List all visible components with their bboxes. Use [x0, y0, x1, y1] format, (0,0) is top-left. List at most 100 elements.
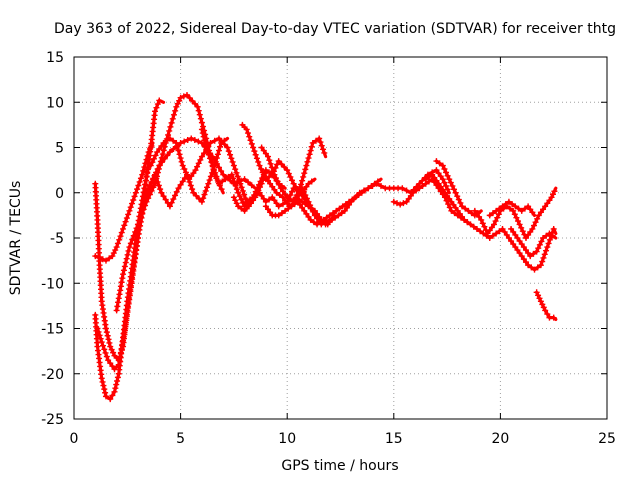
data-point [242, 195, 249, 202]
data-point [261, 172, 268, 179]
data-point [144, 170, 151, 177]
data-point [499, 203, 506, 210]
series-track-1 [92, 97, 166, 364]
data-point [441, 179, 448, 186]
data-point [101, 386, 108, 393]
data-point [510, 207, 517, 214]
data-point [155, 165, 162, 172]
data-point [195, 160, 202, 167]
data-point [137, 213, 144, 220]
data-point [165, 131, 172, 138]
data-point [282, 197, 289, 204]
series-track-14 [390, 176, 558, 273]
data-point [190, 170, 197, 177]
data-point [273, 189, 280, 196]
data-point [534, 264, 541, 271]
data-point [118, 229, 125, 236]
data-point [109, 253, 116, 260]
data-point [157, 158, 164, 165]
data-point [241, 191, 248, 198]
data-point [116, 357, 123, 364]
data-point [125, 247, 132, 254]
data-point [477, 228, 484, 235]
data-point [150, 184, 157, 191]
data-point [489, 232, 496, 239]
data-point [437, 183, 444, 190]
data-point [123, 255, 130, 262]
data-point [550, 314, 557, 321]
data-point [273, 175, 280, 182]
data-point [130, 232, 137, 239]
data-point [158, 189, 165, 196]
data-point [177, 94, 184, 101]
data-point [246, 133, 253, 140]
data-point [195, 138, 202, 145]
data-point [192, 167, 199, 174]
data-point [156, 146, 163, 153]
data-point [142, 160, 149, 167]
data-point [539, 301, 546, 308]
data-point [201, 191, 208, 198]
data-point [527, 228, 534, 235]
data-point [176, 151, 183, 158]
data-point [188, 173, 195, 180]
data-point [512, 203, 519, 210]
data-point [491, 221, 498, 228]
data-point [148, 142, 155, 149]
data-point [238, 205, 245, 212]
data-point [120, 271, 127, 278]
data-point [206, 177, 213, 184]
data-point [544, 200, 551, 207]
data-point [281, 164, 288, 171]
data-point [307, 147, 314, 154]
data-point [134, 186, 141, 193]
data-point [533, 248, 540, 255]
data-point [114, 377, 121, 384]
data-point [276, 181, 283, 188]
data-point [290, 180, 297, 187]
data-point [160, 139, 167, 146]
data-point [113, 244, 120, 251]
data-point [326, 218, 333, 225]
data-point [112, 385, 119, 392]
data-point [142, 193, 149, 200]
data-point [267, 209, 274, 216]
data-point [127, 240, 134, 247]
data-point [232, 197, 239, 204]
data-point [459, 203, 466, 210]
data-point [441, 189, 448, 196]
data-point [274, 178, 281, 185]
data-point [141, 185, 148, 192]
data-point [160, 193, 167, 200]
data-point [459, 213, 466, 220]
data-point [152, 108, 159, 115]
data-point [546, 236, 553, 243]
series-layer [92, 92, 558, 403]
data-point [214, 177, 221, 184]
data-point [535, 292, 542, 299]
data-point [154, 101, 161, 108]
data-point [462, 205, 469, 212]
data-point [449, 182, 456, 189]
data-point [172, 192, 179, 199]
data-point [245, 203, 252, 210]
data-point [275, 203, 282, 210]
data-point [106, 255, 113, 262]
data-point [292, 194, 299, 201]
data-point [298, 181, 305, 188]
data-point [546, 197, 553, 204]
data-point [170, 146, 177, 153]
data-point [233, 169, 240, 176]
data-point [126, 244, 133, 251]
data-point [451, 210, 458, 217]
data-point [207, 155, 214, 162]
data-point [152, 152, 159, 159]
data-point [116, 291, 123, 298]
data-point [518, 207, 525, 214]
series-track-4 [94, 135, 257, 373]
data-point [162, 196, 169, 203]
data-point [305, 155, 312, 162]
data-point [287, 173, 294, 180]
data-point [448, 198, 455, 205]
data-point [198, 153, 205, 160]
